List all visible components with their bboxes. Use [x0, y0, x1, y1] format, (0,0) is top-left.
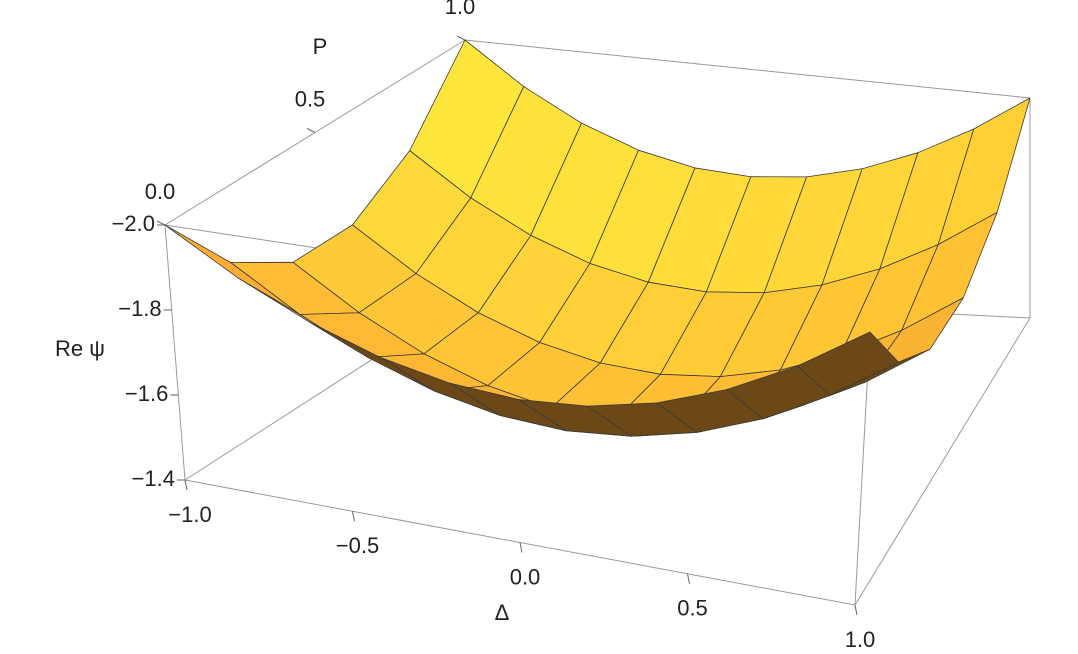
y-tick-label: 0.0 — [145, 179, 176, 204]
z-tick-label: −1.4 — [132, 466, 175, 491]
x-tick — [519, 542, 523, 553]
x-tick-label: 1.0 — [845, 627, 876, 652]
y-tick — [456, 35, 466, 41]
z-tick-label: −2.0 — [112, 211, 155, 236]
x-tick — [352, 511, 355, 522]
y-tick — [156, 220, 166, 226]
y-tick-label: 1.0 — [445, 0, 476, 19]
x-tick — [687, 573, 690, 584]
x-tick — [854, 604, 858, 616]
z-tick-label: −1.6 — [125, 381, 168, 406]
box-edge — [164, 224, 186, 481]
z-tick-label: −1.8 — [118, 296, 161, 321]
box-edge — [464, 39, 1031, 99]
x-axis-label: Δ — [495, 600, 510, 625]
x-tick-label: 0.5 — [677, 596, 708, 621]
y-tick-label: 0.5 — [295, 86, 326, 111]
x-tick — [184, 479, 188, 491]
box-edge — [854, 317, 1031, 606]
x-tick-label: −0.5 — [336, 533, 379, 558]
x-tick-label: 0.0 — [510, 564, 541, 589]
y-tick — [306, 128, 316, 133]
surface-patch — [797, 331, 899, 396]
z-axis-label: Re ψ — [55, 336, 105, 361]
x-tick-label: −1.0 — [168, 502, 211, 527]
y-axis-label: P — [313, 34, 328, 59]
